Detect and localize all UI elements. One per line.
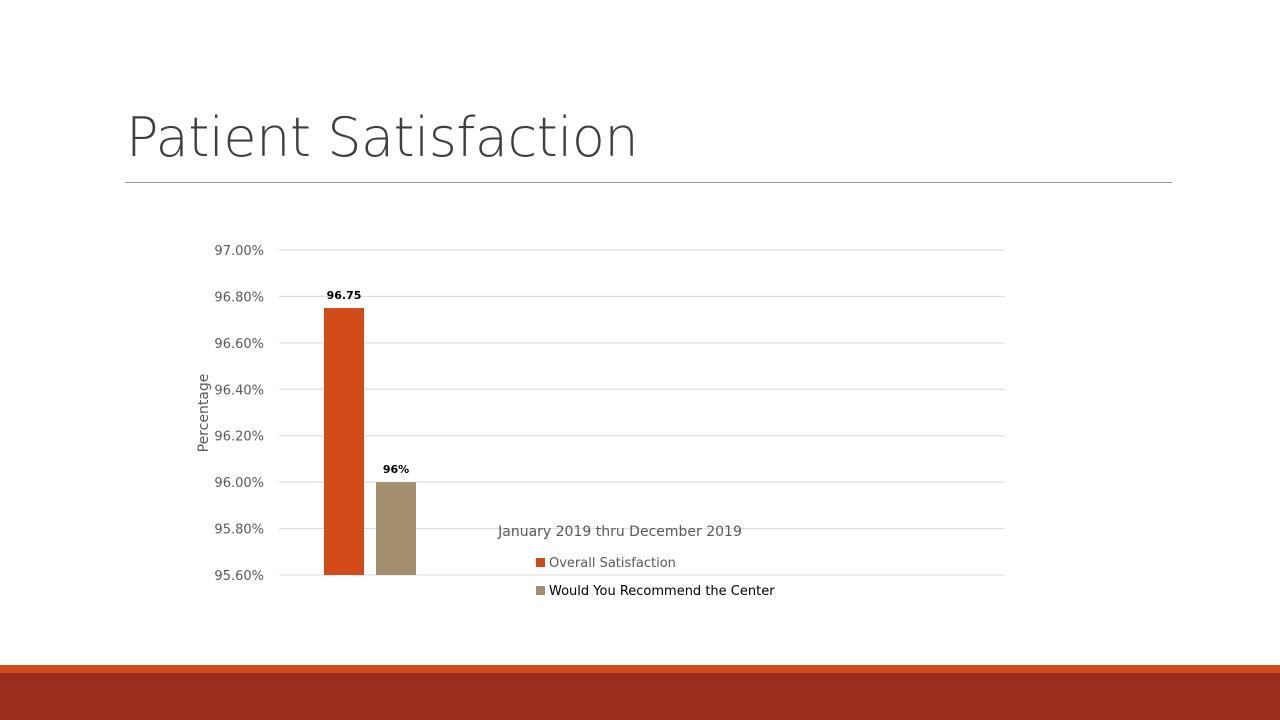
y-tick-label: 96.00%: [214, 476, 264, 491]
y-tick-label: 95.60%: [214, 569, 264, 584]
legend-label: Would You Recommend the Center: [549, 584, 775, 599]
slide-title: Patient Satisfaction: [126, 106, 639, 169]
legend-swatch: [536, 558, 545, 567]
footer-bar: [0, 673, 1280, 720]
legend-swatch: [536, 586, 545, 595]
y-tick-label: 96.80%: [214, 290, 264, 305]
y-tick-label: 96.40%: [214, 383, 264, 398]
bar-2: [376, 482, 416, 575]
chart-title: January 2019 thru December 2019: [497, 524, 742, 540]
data-label: 96%: [383, 463, 409, 476]
legend-label: Overall Satisfaction: [549, 556, 676, 571]
y-tick-label: 95.80%: [214, 523, 264, 538]
y-tick-label: 96.20%: [214, 430, 264, 445]
y-tick-label: 96.60%: [214, 337, 264, 352]
data-label: 96.75: [327, 289, 362, 302]
bars: [324, 308, 416, 575]
y-axis-label: Percentage: [196, 374, 212, 453]
title-divider: [125, 182, 1172, 183]
y-tick-label: 97.00%: [214, 244, 264, 259]
y-axis-ticks: 95.60% 95.80% 96.00% 96.20% 96.40% 96.60% 96.8…: [214, 244, 264, 584]
bar-1: [324, 308, 364, 575]
data-labels: 96.75 96%: [327, 289, 410, 476]
bar-chart: 95.60% 95.80% 96.00% 96.20% 96.40% 96.60% 96.8…: [196, 244, 1005, 599]
footer-accent-stripe: [0, 665, 1280, 673]
legend: Overall Satisfaction Would You Recommend …: [536, 556, 775, 599]
